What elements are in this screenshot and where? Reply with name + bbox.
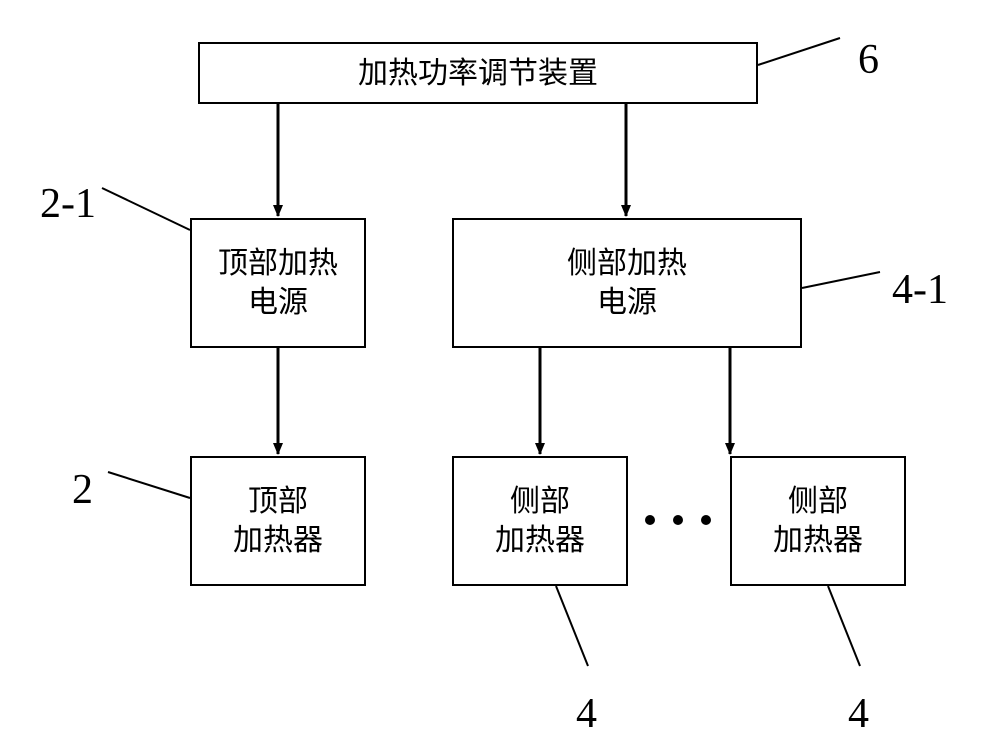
callout-line-2-1: [102, 188, 190, 230]
ellipsis-dot: [645, 515, 655, 525]
callout-label-6: 6: [858, 36, 879, 84]
top-heater-text: 顶部 加热器: [233, 482, 323, 560]
ellipsis-dot: [701, 515, 711, 525]
callout-label-4a: 4: [576, 690, 597, 738]
callout-label-4-1: 4-1: [892, 266, 948, 314]
controller-text: 加热功率调节装置: [358, 54, 598, 93]
callout-label-4b: 4: [848, 690, 869, 738]
connector-overlay: [0, 0, 1000, 750]
controller-box: 加热功率调节装置: [198, 42, 758, 104]
side-heater-a-text: 侧部 加热器: [495, 482, 585, 560]
top-heater-box: 顶部 加热器: [190, 456, 366, 586]
top-power-text: 顶部加热 电源: [218, 244, 338, 322]
callout-line-2: [108, 472, 190, 498]
side-heater-b-text: 侧部 加热器: [773, 482, 863, 560]
side-power-box: 侧部加热 电源: [452, 218, 802, 348]
callout-line-4b: [828, 586, 860, 666]
callout-label-2: 2: [72, 466, 93, 514]
callout-line-6: [758, 38, 840, 65]
callout-label-2-1: 2-1: [40, 180, 96, 228]
callout-line-4a: [556, 586, 588, 666]
ellipsis-dot: [673, 515, 683, 525]
side-heater-b-box: 侧部 加热器: [730, 456, 906, 586]
side-power-text: 侧部加热 电源: [567, 244, 687, 322]
side-heater-a-box: 侧部 加热器: [452, 456, 628, 586]
callout-line-4-1: [802, 272, 880, 288]
top-power-box: 顶部加热 电源: [190, 218, 366, 348]
